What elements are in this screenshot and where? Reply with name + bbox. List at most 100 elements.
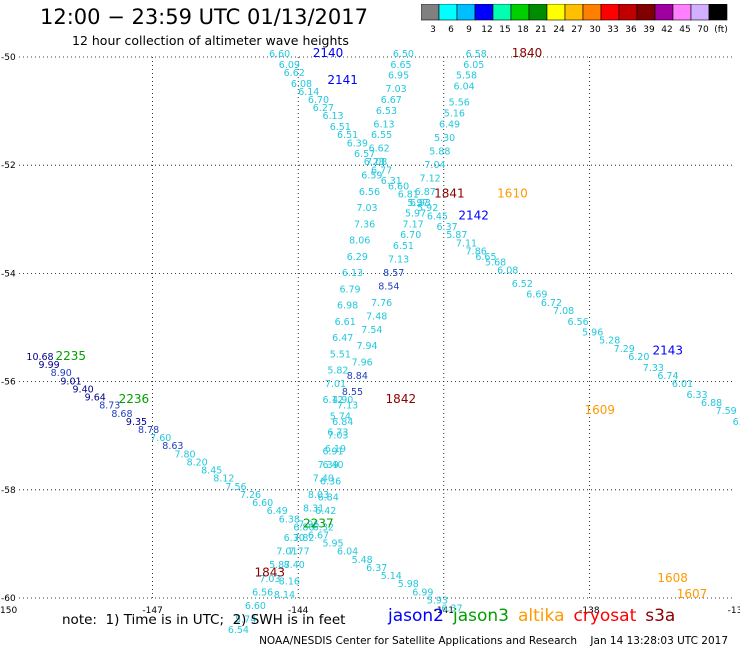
swh-point-label: 8.73 [99, 401, 120, 412]
swh-point-label: 6.33 [686, 390, 707, 401]
y-tick-label: -60 [1, 594, 16, 604]
x-tick-label: -150 [0, 606, 17, 616]
satellite-legend-jason3: jason3 [453, 606, 509, 626]
colorbar-tick-label: 45 [679, 25, 690, 35]
swh-point-label: 6.20 [628, 352, 649, 363]
swh-point-label: 6.65 [475, 252, 496, 263]
swh-point-label: 8.03 [308, 490, 329, 501]
colorbar-tick-label: 42 [661, 25, 672, 35]
swh-point-label: 6.04 [454, 81, 475, 92]
swh-point-label: 7.48 [366, 311, 387, 322]
swh-point-label: 6.60 [252, 498, 273, 509]
colorbar-tick-label: 18 [517, 25, 529, 35]
colorbar-tick-label: 12 [481, 25, 492, 35]
swh-point-label: 6.31 [381, 176, 402, 187]
swh-point-label: 6.45 [427, 211, 448, 222]
swh-point-label: 5.14 [381, 571, 402, 582]
satellite-legend-jason2: jason2 [388, 606, 444, 626]
swh-point-label: 7.03 [327, 430, 348, 441]
swh-point-label: 8.16 [279, 576, 300, 587]
swh-point-label: 7.94 [356, 341, 377, 352]
swh-point-label: 8.45 [201, 466, 222, 477]
swh-point-label: 6.58 [466, 49, 487, 60]
swh-point-label: 6.37 [366, 563, 387, 574]
swh-point-label: 5.93 [427, 595, 448, 606]
swh-point-label: 6.88 [701, 398, 722, 409]
swh-point-label: 6.56 [359, 187, 380, 198]
swh-point-label: 6.37 [441, 604, 462, 615]
swh-point-label: 8.57 [383, 268, 404, 279]
colorbar-legend: 3 6 9 12 15 18 21 24 27 30 33 36 39 42 45 70 (ft) [421, 4, 728, 35]
swh-point-label: 6.13 [373, 119, 394, 130]
swh-point-label: 6.60 [269, 49, 290, 60]
swh-point-label: 6.60 [245, 601, 266, 612]
satellite-legend-cryosat: cryosat [573, 606, 637, 626]
colorbar-swatch [708, 4, 728, 21]
swh-point-label: 6.51 [393, 241, 414, 252]
swh-point-label: 7.40 [313, 474, 334, 485]
swh-point-label: 6.29 [347, 252, 368, 263]
colorbar-tick-label: 33 [607, 25, 618, 35]
colorbar-tick-label: 15 [499, 25, 510, 35]
swh-point-label: 6.19 [325, 444, 346, 455]
chart-title: 12:00 − 23:59 UTC 01/13/2017 [40, 5, 369, 29]
swh-point-label: 7.08 [366, 157, 387, 168]
swh-point-label: 7.13 [388, 255, 409, 266]
swh-point-label: 6.95 [388, 71, 409, 82]
swh-point-label: 6.80 [293, 522, 314, 533]
swh-point-label: 9.35 [126, 417, 147, 428]
pass-number-label: 2235 [56, 349, 87, 363]
swh-point-label: 6.51 [330, 122, 351, 133]
swh-point-label: 6.55 [371, 130, 392, 141]
x-tick-label: -13 [728, 606, 740, 616]
swh-point-label: 6.39 [347, 138, 368, 149]
swh-point-label: 5.95 [322, 539, 343, 550]
swh-point-label: 8.55 [342, 387, 363, 398]
swh-point-label: 10.68 [26, 352, 53, 363]
pass-number-label: 2236 [119, 392, 150, 406]
y-tick-label: -58 [1, 486, 16, 496]
colorbar-tick-label: 21 [535, 25, 546, 35]
chart-subtitle: 12 hour collection of altimeter wave hei… [72, 33, 349, 48]
swh-point-label: 6.57 [354, 149, 375, 160]
pass-number-label: 2237 [303, 517, 334, 531]
swh-point-label: 6.91 [322, 447, 343, 458]
swh-point-label: 6.32 [313, 522, 334, 533]
swh-point-label: 6.74 [657, 371, 678, 382]
swh-point-label: 5.87 [269, 560, 290, 571]
colorbar-tick-label: (ft) [714, 25, 728, 35]
swh-point-label: 6.87 [415, 187, 436, 198]
swh-point-label: 7.39 [318, 460, 339, 471]
colorbar-tick-label: 24 [553, 25, 565, 35]
pass-number-label: 1608 [657, 571, 688, 585]
swh-point-label: 6.67 [308, 530, 329, 541]
swh-point-label: 6.52 [512, 279, 533, 290]
swh-point-label: 8.06 [349, 236, 370, 247]
satellite-legend-s3a: s3a [645, 606, 676, 626]
swh-point-label: 6.70 [400, 230, 421, 241]
swh-point-label: 9.40 [73, 384, 94, 395]
satellite-legend-altika: altika [518, 606, 565, 626]
swh-point-label: 8.31 [303, 503, 324, 514]
swh-point-label: 6.47 [332, 333, 353, 344]
swh-point-label: 6.42 [315, 506, 336, 517]
swh-point-label: 4.90 [332, 395, 353, 406]
colorbar-tick-label: 3 [430, 25, 436, 35]
swh-point-label: 6.72 [541, 298, 562, 309]
swh-point-label: 5.92 [417, 203, 438, 214]
swh-point-label: 6.84 [318, 493, 339, 504]
swh-point-label: 6.81 [398, 190, 419, 201]
swh-point-label: 6.56 [568, 317, 589, 328]
swh-point-label: 8.20 [187, 457, 208, 468]
swh-point-label: 5.56 [449, 98, 470, 109]
pass-number-label: 1607 [677, 587, 708, 601]
colorbar-tick-label: 36 [625, 25, 637, 35]
swh-point-label: 5.74 [235, 614, 256, 625]
swh-point-label: 6.38 [279, 514, 300, 525]
swh-point-label: 6.51 [337, 130, 358, 141]
swh-point-label: 6.70 [308, 95, 329, 106]
swh-point-label: 7.12 [420, 173, 441, 184]
swh-point-label: 6.50 [393, 49, 414, 60]
swh-point-label: 7.96 [298, 520, 319, 531]
swh-point-label: 7.17 [403, 219, 424, 230]
